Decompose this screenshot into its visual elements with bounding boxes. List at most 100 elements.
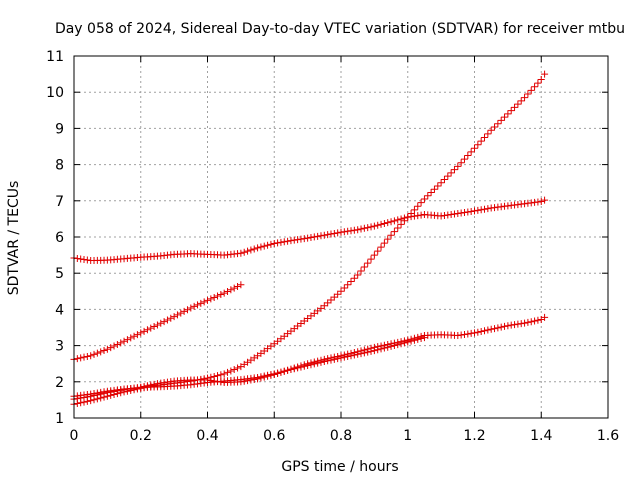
data-point (244, 247, 252, 255)
data-point (511, 321, 519, 329)
data-point (440, 175, 448, 183)
data-point (377, 220, 385, 228)
data-point (477, 137, 485, 145)
data-point (527, 86, 535, 94)
data-point (407, 209, 415, 217)
data-point (110, 342, 118, 350)
data-point (367, 223, 375, 231)
data-point (324, 357, 332, 365)
data-point (360, 349, 368, 357)
data-point (314, 232, 322, 240)
data-point (387, 342, 395, 350)
data-point (170, 313, 178, 321)
data-point (274, 369, 282, 377)
series-track-4 (70, 313, 549, 403)
y-tick-label: 3 (55, 339, 64, 355)
data-point (73, 355, 81, 363)
data-point (467, 207, 475, 215)
data-point (484, 326, 492, 334)
data-point (417, 199, 425, 207)
data-point (267, 240, 275, 248)
data-point (374, 221, 382, 229)
data-point (317, 232, 325, 240)
data-point (327, 230, 335, 238)
data-point (370, 347, 378, 355)
data-point (290, 236, 298, 244)
data-point (497, 116, 505, 124)
data-point (534, 316, 542, 324)
data-point (284, 237, 292, 245)
data-point (387, 231, 395, 239)
data-point (280, 367, 288, 375)
data-point (541, 313, 549, 321)
data-point (374, 346, 382, 354)
data-point (390, 228, 398, 236)
data-point (360, 263, 368, 271)
data-point (93, 349, 101, 357)
data-point (217, 291, 225, 299)
data-point (334, 229, 342, 237)
data-point (477, 206, 485, 214)
data-point (177, 309, 185, 317)
data-point (334, 355, 342, 363)
data-point (487, 325, 495, 333)
data-point (324, 299, 332, 307)
data-point (394, 341, 402, 349)
data-point (300, 235, 308, 243)
data-point (234, 364, 242, 372)
x-tick-label: 1.6 (597, 428, 619, 444)
data-point (507, 321, 515, 329)
data-point (270, 240, 278, 248)
data-point (77, 354, 85, 362)
data-point (447, 169, 455, 177)
data-point (354, 226, 362, 234)
data-point (464, 208, 472, 216)
data-point (284, 366, 292, 374)
data-point (434, 182, 442, 190)
data-point (534, 79, 542, 87)
data-point (387, 218, 395, 226)
axes: 0 0.2 0.4 0.6 0.8 1 1.2 1.4 1.6 1 2 3 4 5 6 7 8 9 10 11 (46, 49, 619, 444)
data-point (507, 107, 515, 115)
data-point (270, 370, 278, 378)
data-point (344, 352, 352, 360)
data-point (294, 236, 302, 244)
data-point (491, 325, 499, 333)
data-point (297, 235, 305, 243)
data-point (227, 367, 235, 375)
data-point (514, 100, 522, 108)
data-point (437, 212, 445, 220)
data-point (320, 231, 328, 239)
data-point (364, 224, 372, 232)
data-point (107, 344, 115, 352)
x-tick-label: 0.4 (196, 428, 218, 444)
data-point (457, 209, 465, 217)
data-point (267, 371, 275, 379)
data-point (357, 225, 365, 233)
data-point (384, 343, 392, 351)
data-point (330, 293, 338, 301)
data-point (344, 281, 352, 289)
data-point (541, 196, 549, 204)
data-point (394, 216, 402, 224)
data-point (167, 314, 175, 322)
data-point (90, 350, 98, 358)
data-point (474, 206, 482, 214)
data-point (390, 341, 398, 349)
data-point (481, 205, 489, 213)
data-point (384, 219, 392, 227)
data-point (541, 70, 549, 78)
data-point (354, 271, 362, 279)
data-point (97, 388, 105, 396)
data-point (130, 332, 138, 340)
data-point (460, 155, 468, 163)
y-tick-label: 10 (46, 85, 64, 101)
x-tick-label: 0 (70, 428, 79, 444)
data-point (294, 364, 302, 372)
data-point (404, 213, 412, 221)
data-point (327, 356, 335, 364)
data-point (384, 235, 392, 243)
data-point (300, 362, 308, 370)
data-point (160, 318, 168, 326)
data-point (290, 365, 298, 373)
